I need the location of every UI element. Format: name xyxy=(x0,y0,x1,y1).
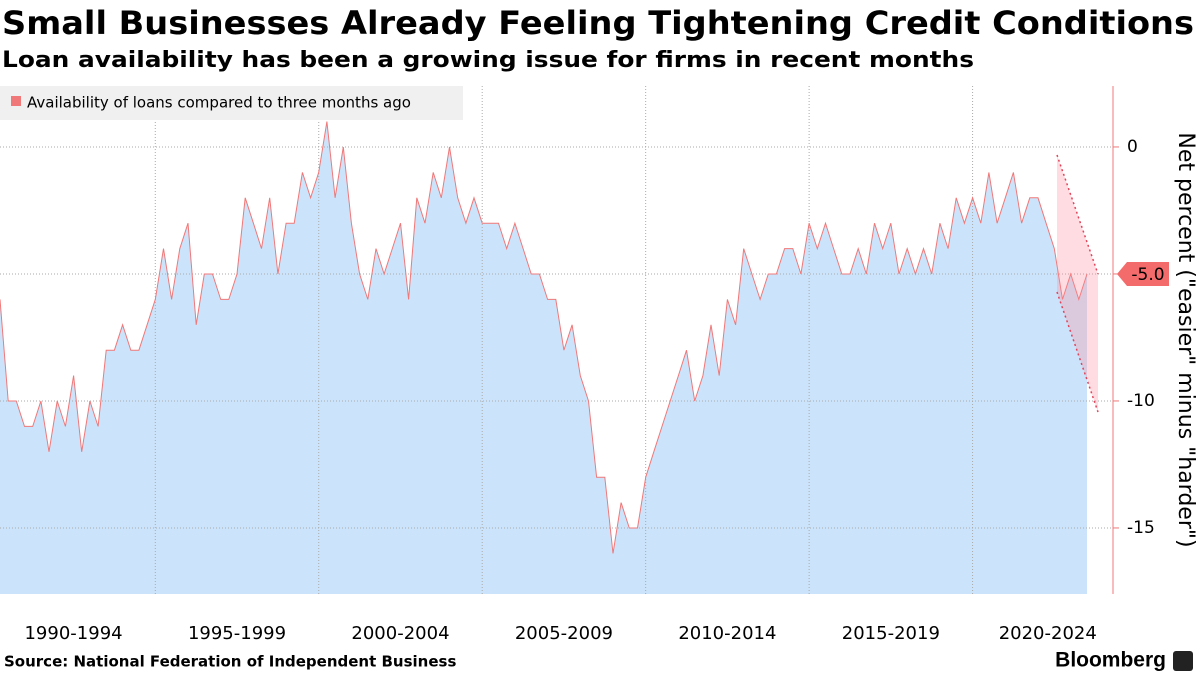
x-tick-label: 1995-1999 xyxy=(188,623,286,644)
legend-label: Availability of loans compared to three … xyxy=(27,94,411,112)
line xyxy=(0,121,1088,554)
y-axis-label: Net percent ("easier" minus "harder") xyxy=(1173,132,1198,547)
value-label-box xyxy=(1117,261,1169,286)
trend-line xyxy=(1056,291,1099,413)
x-tick-label: 2020-2024 xyxy=(999,623,1097,644)
brand: Bloomberg xyxy=(1055,649,1166,672)
y-tick-label: 0 xyxy=(1127,137,1138,157)
x-tick-label: 2000-2004 xyxy=(351,623,449,644)
x-tick-label: 2015-2019 xyxy=(842,623,940,644)
legend-swatch xyxy=(11,96,21,106)
source: Source: National Federation of Independe… xyxy=(4,653,456,671)
trend-line xyxy=(1056,154,1099,275)
legend xyxy=(0,86,463,120)
chart-title: Small Businesses Already Feeling Tighten… xyxy=(2,4,1194,42)
plot-area xyxy=(0,86,1113,594)
y-tick-label: -10 xyxy=(1127,391,1155,411)
brand-icon xyxy=(1173,651,1193,671)
x-tick-label: 2010-2014 xyxy=(678,623,776,644)
y-tick-label: -15 xyxy=(1127,518,1155,538)
value-label: -5.0 xyxy=(1131,265,1164,285)
x-tick-label: 2005-2009 xyxy=(515,623,613,644)
x-tick-label: 1990-1994 xyxy=(24,623,122,644)
area xyxy=(0,121,1087,594)
chart-subtitle: Loan availability has been a growing iss… xyxy=(2,48,974,73)
trend-wedge xyxy=(1057,155,1098,412)
